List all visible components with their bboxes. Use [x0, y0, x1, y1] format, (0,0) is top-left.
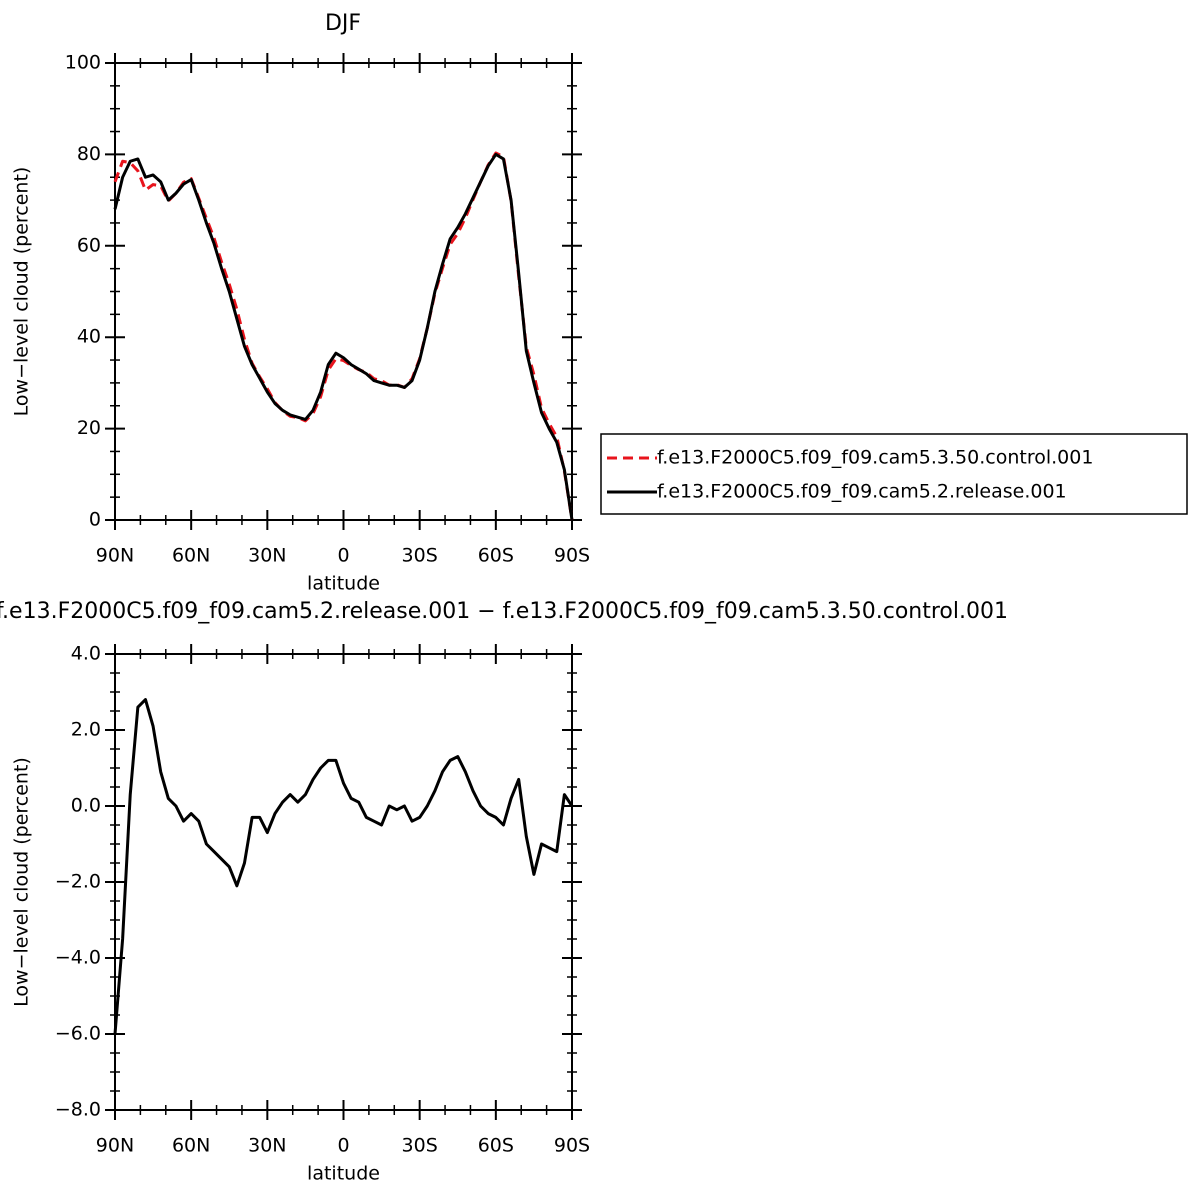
x-tick-label: 60S — [478, 1135, 514, 1157]
data-line — [113, 698, 574, 1035]
y-axis-label: Low−level cloud (percent) — [11, 167, 33, 417]
x-tick-label: 30S — [402, 1135, 438, 1157]
y-tick-label: 0.0 — [71, 795, 101, 817]
y-tick-label: 4.0 — [71, 643, 101, 665]
y-tick-label: 2.0 — [71, 719, 101, 741]
plot-frame — [114, 62, 573, 521]
x-tick-label: 90N — [96, 1135, 134, 1157]
y-tick-label: 20 — [77, 417, 101, 439]
x-tick-label: 60S — [478, 545, 514, 567]
y-tick-label: 0 — [89, 509, 101, 531]
x-tick-label: 90S — [554, 1135, 590, 1157]
x-tick-label: 90S — [554, 545, 590, 567]
y-tick-label: 40 — [77, 326, 101, 348]
x-tick-label: 0 — [337, 545, 349, 567]
data-line — [113, 152, 574, 521]
y-tick-label: −6.0 — [55, 1023, 101, 1045]
legend-box — [600, 433, 1188, 515]
y-tick-label: 100 — [65, 52, 101, 74]
x-tick-label: 30N — [248, 1135, 286, 1157]
y-tick-label: −4.0 — [55, 947, 101, 969]
x-tick-label: 0 — [337, 1135, 349, 1157]
legend-label: f.e13.F2000C5.f09_f09.cam5.2.release.001 — [657, 481, 1067, 503]
x-axis-label: latitude — [307, 573, 380, 595]
chart-title: f.e13.F2000C5.f09_f09.cam5.2.release.001… — [0, 599, 1008, 624]
y-tick-label: 60 — [77, 234, 101, 256]
chart-title: DJF — [325, 11, 361, 36]
plot-frame — [114, 653, 573, 1111]
legend-label: f.e13.F2000C5.f09_f09.cam5.3.50.control.… — [657, 447, 1093, 469]
y-tick-label: −8.0 — [55, 1099, 101, 1121]
y-axis-label: Low−level cloud (percent) — [11, 757, 33, 1007]
y-tick-label: −2.0 — [55, 871, 101, 893]
x-tick-label: 30N — [248, 545, 286, 567]
x-tick-label: 60N — [172, 1135, 210, 1157]
y-tick-label: 80 — [77, 143, 101, 165]
x-axis-label: latitude — [307, 1163, 380, 1185]
x-tick-label: 90N — [96, 545, 134, 567]
data-line — [113, 151, 574, 521]
x-tick-label: 30S — [402, 545, 438, 567]
x-tick-label: 60N — [172, 545, 210, 567]
